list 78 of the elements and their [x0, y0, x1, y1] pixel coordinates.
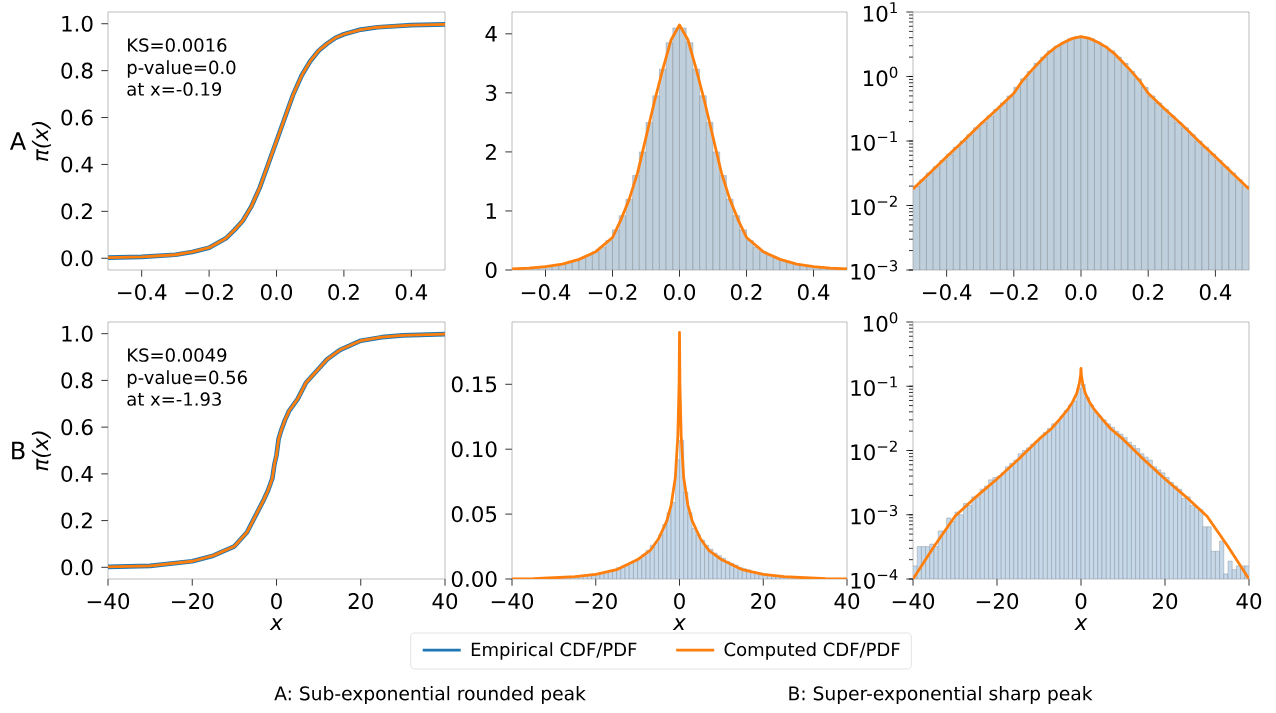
y-tick-label: 0.8 — [61, 62, 93, 79]
x-tick-label: 0.4 — [395, 284, 428, 301]
y-tick-label: 1 — [486, 203, 496, 219]
y-tick-label: 10$^{−3}$ — [851, 260, 898, 280]
x-tick-label: −0.2 — [185, 284, 233, 301]
x-tick-label: −0.2 — [588, 284, 637, 301]
y-tick-label: 10$^{−4}$ — [851, 569, 898, 589]
text: B — [12, 441, 25, 460]
x-tick-label: 0.2 — [1132, 284, 1164, 301]
x-tick-label: −0.4 — [521, 284, 571, 301]
y-tick-label: 0.6 — [61, 109, 93, 126]
x-tick-label: −0.4 — [922, 284, 972, 301]
x-tick-label: 0.0 — [1065, 284, 1097, 301]
y-tick-label: 0.6 — [61, 419, 93, 436]
x-axis-title: x — [672, 618, 686, 630]
y-tick-label: 10$^{−1}$ — [851, 131, 897, 151]
y-tick-label: 0.10 — [451, 441, 497, 458]
legend-label: Empirical CDF/PDF — [471, 642, 637, 660]
y-tick-label: 3 — [486, 84, 497, 101]
x-tick-label: −0.4 — [118, 284, 167, 301]
x-tick-label: −40 — [491, 593, 534, 610]
y-tick-label: 0.0 — [61, 559, 93, 576]
y-tick-label: 10$^{−2}$ — [851, 440, 897, 461]
x-tick-label: 40 — [1236, 593, 1262, 610]
y-tick-label: 4 — [485, 26, 497, 42]
y-tick-label: 10$^{−1}$ — [851, 376, 897, 397]
x-tick-label: 0.2 — [328, 284, 359, 301]
y-axis-title: π(x) — [31, 122, 51, 161]
x-tick-label: 40 — [834, 593, 860, 610]
y-tick-label: 10$^{0}$ — [864, 312, 898, 332]
x-tick-label: 20 — [751, 593, 776, 610]
x-tick-label: 0.4 — [1199, 284, 1232, 301]
y-tick-label: 0.4 — [61, 156, 93, 173]
y-tick-label: 0.4 — [61, 465, 93, 482]
annotation: p-value=0.0 — [127, 60, 236, 78]
y-axis-title: π(x) — [31, 431, 51, 471]
annotation: KS=0.0016 — [128, 38, 227, 52]
y-tick-label: 0.00 — [451, 570, 497, 588]
y-tick-label: 0.0 — [61, 250, 93, 267]
x-tick-label: 0 — [674, 593, 685, 610]
x-tick-label: −0.2 — [990, 284, 1038, 301]
y-tick-label: 0.8 — [61, 372, 93, 389]
x-tick-label: 20 — [1153, 593, 1178, 610]
y-tick-label: 2 — [485, 144, 496, 160]
x-tick-label: 0 — [1075, 593, 1087, 610]
y-tick-label: 0.15 — [451, 376, 497, 393]
y-tick-label: 0.2 — [61, 203, 92, 220]
x-tick-label: 0.4 — [797, 284, 830, 301]
annotation: KS=0.0049 — [128, 348, 227, 362]
x-tick-label: 0.0 — [260, 284, 293, 301]
x-tick-label: 20 — [348, 593, 373, 610]
y-tick-label: 10$^{−3}$ — [851, 504, 898, 525]
x-tick-label: 0.2 — [730, 284, 762, 301]
y-tick-label: 0 — [485, 261, 497, 279]
y-tick-label: 10$^{1}$ — [864, 2, 897, 22]
x-tick-label: −40 — [87, 593, 130, 610]
x-axis-title: x — [269, 618, 283, 630]
x-tick-label: −20 — [976, 593, 1019, 610]
x-tick-label: −20 — [172, 593, 214, 610]
x-tick-label: −40 — [892, 593, 935, 610]
legend-label: Computed CDF/PDF — [724, 642, 900, 660]
x-tick-label: 40 — [432, 593, 458, 610]
y-tick-label: 0.05 — [451, 506, 497, 523]
x-axis-title: x — [1074, 618, 1088, 630]
y-tick-label: 10$^{−2}$ — [851, 195, 897, 216]
y-tick-label: 1.0 — [62, 15, 93, 32]
x-tick-label: −20 — [575, 593, 617, 610]
text: A — [9, 132, 27, 150]
x-tick-label: 0 — [271, 593, 282, 610]
y-tick-label: 1.0 — [62, 325, 93, 342]
annotation: at x=-0.19 — [127, 82, 222, 96]
y-tick-label: 0.2 — [61, 512, 92, 529]
y-tick-label: 10$^{0}$ — [864, 66, 898, 87]
text: A: Sub-exponential rounded peak — [274, 685, 586, 705]
x-tick-label: 0.0 — [663, 284, 696, 301]
annotation: p-value=0.56 — [127, 370, 247, 388]
text: B: Super-exponential sharp peak — [789, 685, 1093, 705]
annotation: at x=-1.93 — [127, 392, 221, 406]
